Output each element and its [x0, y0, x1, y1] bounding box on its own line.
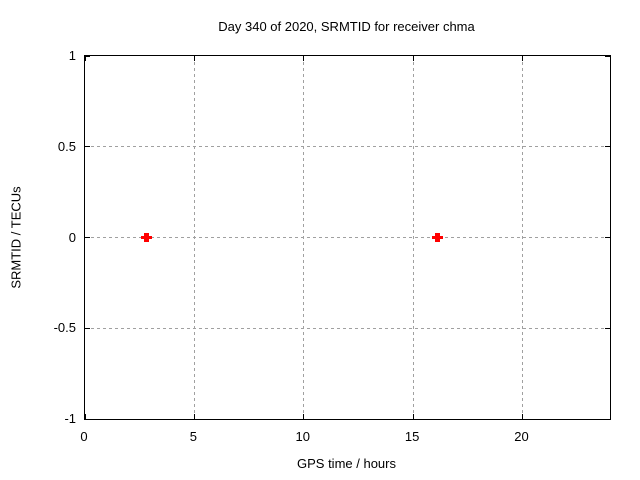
- tick-mark-left--1: [85, 418, 90, 420]
- x-axis-label: GPS time / hours: [297, 456, 396, 471]
- plot-border: [84, 55, 611, 420]
- x-tick-label-20: 20: [514, 429, 529, 444]
- tick-mark-right-0.5: [605, 146, 610, 148]
- x-tick-label-5: 5: [189, 429, 197, 444]
- tick-mark-right--0.5: [605, 327, 610, 329]
- y-tick-label-1: 1: [68, 48, 76, 63]
- tick-mark-left-0.5: [85, 146, 90, 148]
- tick-mark-top-20: [522, 56, 523, 61]
- tick-mark-top-0: [84, 56, 86, 61]
- tick-mark-bottom-5: [193, 414, 195, 419]
- tick-mark-bottom-15: [412, 414, 414, 419]
- tick-mark-right-0: [605, 237, 610, 238]
- tick-mark-bottom-20: [522, 414, 523, 419]
- x-tick-label-10: 10: [295, 429, 310, 444]
- gridline-y-0: [85, 237, 610, 238]
- tick-mark-left-0: [85, 237, 90, 238]
- gridline-y--0.5: [85, 327, 610, 329]
- data-point-marker-0: [140, 233, 152, 242]
- y-tick-label--0.5: -0.5: [53, 320, 76, 336]
- tick-mark-left-1: [85, 55, 90, 57]
- tick-mark-left--0.5: [85, 327, 90, 329]
- tick-mark-bottom-10: [303, 414, 305, 419]
- marker-vbar: [143, 233, 149, 242]
- y-tick-label-0.5: 0.5: [57, 138, 76, 154]
- gridline-y-0.5: [85, 146, 610, 148]
- tick-mark-top-5: [193, 56, 195, 61]
- tick-mark-top-15: [412, 56, 414, 61]
- tick-mark-bottom-0: [84, 414, 86, 419]
- x-tick-label-15: 15: [404, 429, 420, 444]
- x-tick-label-0: 0: [80, 429, 88, 444]
- y-tick-label-0: 0: [68, 229, 76, 245]
- tick-mark-top-10: [303, 56, 305, 61]
- marker-vbar: [434, 233, 440, 242]
- tick-mark-right-1: [605, 55, 610, 57]
- y-tick-label--1: -1: [64, 411, 76, 426]
- data-point-marker-1: [431, 233, 443, 242]
- chart-title: Day 340 of 2020, SRMTID for receiver chm…: [218, 19, 475, 34]
- tick-mark-right--1: [605, 418, 610, 420]
